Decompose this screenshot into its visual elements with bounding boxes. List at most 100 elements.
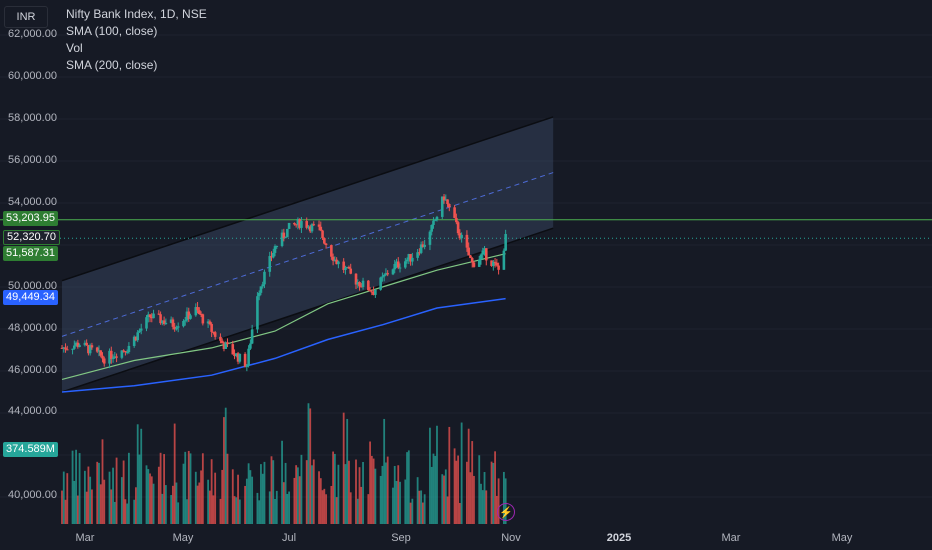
candle-body [421, 244, 425, 247]
candle-body [175, 327, 178, 330]
volume-bar [469, 472, 472, 524]
volume-bar [372, 458, 375, 524]
volume-bar [120, 477, 123, 524]
currency-label[interactable]: INR [4, 6, 48, 28]
volume-bar [260, 464, 262, 524]
volume-bar [175, 482, 178, 524]
candle-body [460, 234, 463, 239]
candle-body [132, 336, 136, 346]
sma100-line [61, 253, 506, 380]
candle-body [398, 267, 402, 269]
candle-body [194, 307, 198, 316]
volume-bar [297, 467, 299, 524]
volume-bar [182, 463, 185, 524]
volume-bar [457, 455, 460, 524]
volume-bar [409, 502, 412, 524]
candle-body [368, 290, 372, 292]
candle-body [87, 345, 90, 354]
volume-bar [399, 481, 401, 524]
candle-body [294, 224, 298, 226]
candle-body [282, 232, 286, 239]
candle-body [382, 274, 386, 277]
candle-body [418, 252, 421, 254]
candle-body [391, 269, 395, 275]
candle-body [210, 324, 213, 332]
volume-bar [224, 407, 227, 524]
candle-body [198, 310, 201, 315]
volume-bar [75, 449, 77, 524]
lightning-icon[interactable]: ⚡ [497, 503, 515, 521]
volume-bar [136, 424, 139, 524]
candle-body [456, 222, 460, 234]
candle-body [199, 314, 203, 316]
candle-body [185, 311, 189, 321]
volume-bar [237, 474, 239, 524]
indicator-sma100-label[interactable]: SMA (100, close) [66, 24, 158, 38]
candle-body [120, 350, 124, 358]
candle-body [407, 254, 411, 260]
volume-bar [99, 484, 102, 524]
candle-body [173, 326, 176, 330]
candle-body [187, 311, 191, 319]
candle-body [286, 228, 289, 238]
volume-bar [395, 480, 398, 524]
candle-body [345, 266, 349, 268]
candle-body [113, 356, 117, 358]
volume-bar [91, 489, 93, 524]
candle-body [138, 330, 141, 333]
candle-body [62, 347, 66, 349]
volume-bar [145, 465, 148, 524]
last-price-badge: 52,320.70 [3, 230, 60, 245]
candle-body [226, 342, 229, 345]
volume-bar [238, 499, 241, 524]
volume-bar [355, 459, 357, 524]
candle-body [470, 258, 474, 263]
volume-bar [172, 485, 174, 524]
candle-body [183, 320, 187, 322]
candle-body [370, 291, 374, 293]
volume-bar [392, 487, 394, 524]
candle-body [270, 256, 273, 258]
candle-body [444, 199, 448, 201]
price-tick: 54,000.00 [8, 196, 57, 208]
volume-bar [85, 491, 88, 524]
volume-bar [161, 493, 164, 524]
symbol-title[interactable]: Nifty Bank Index, 1D, NSE [66, 7, 207, 21]
price-tick: 60,000.00 [8, 70, 57, 82]
candle-body [259, 286, 263, 293]
volume-bar [430, 466, 433, 524]
candle-body [296, 218, 300, 225]
volume-bar [110, 489, 113, 524]
candle-body [250, 329, 254, 344]
candle-body [467, 247, 470, 256]
indicator-sma200-label[interactable]: SMA (200, close) [66, 58, 158, 72]
volume-bar [478, 455, 481, 524]
volume-bar [381, 465, 384, 524]
candle-body [152, 313, 155, 319]
candle-body [273, 246, 277, 253]
volume-bar [385, 462, 387, 524]
volume-bar [233, 496, 236, 524]
volume-bar [115, 457, 118, 524]
volume-bar [495, 495, 498, 524]
candle-body [393, 264, 397, 270]
indicator-vol-label[interactable]: Vol [66, 41, 83, 55]
candle-body [305, 221, 309, 228]
candle-body [307, 226, 310, 228]
volume-bar [379, 475, 382, 524]
volume-bar [140, 428, 143, 524]
volume-bar [393, 465, 396, 524]
volume-bar [147, 469, 150, 524]
candle-body [157, 313, 161, 315]
volume-bar [186, 499, 188, 524]
candle-body [176, 326, 180, 328]
candle-body [208, 321, 212, 325]
volume-bar [422, 502, 424, 524]
candle-body [64, 347, 67, 350]
candle-body [115, 356, 118, 358]
candle-body [245, 365, 249, 367]
volume-bar [223, 417, 225, 524]
candle-body [263, 271, 266, 285]
